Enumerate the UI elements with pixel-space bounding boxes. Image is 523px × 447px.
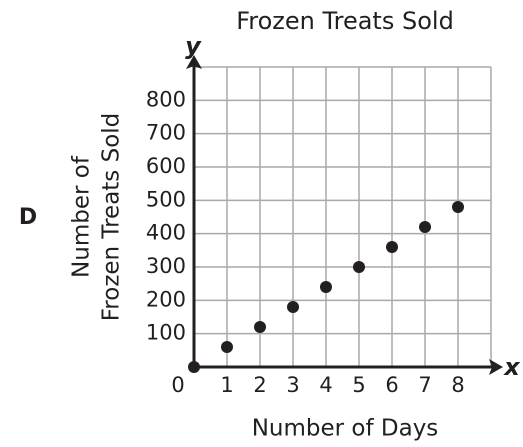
point (221, 341, 233, 353)
y-tick-label: 100 (146, 321, 186, 345)
y-axis-letter: y (185, 32, 202, 60)
x-tick-label: 7 (418, 373, 431, 397)
x-tick-label: 8 (451, 373, 464, 397)
point (452, 201, 464, 213)
x-tick-label: 5 (352, 373, 365, 397)
y-tick-label: 200 (146, 287, 186, 311)
x-tick-label: 0 (171, 373, 184, 397)
y-tick-label: 300 (146, 254, 186, 278)
point (254, 321, 266, 333)
y-axis-label-line: Number of (69, 155, 95, 278)
y-tick-label: 600 (146, 154, 186, 178)
y-axis-label: Number of Frozen Treats Sold (69, 113, 125, 322)
x-tick-label: 4 (319, 373, 332, 397)
y-axis-arrow (186, 55, 202, 69)
point (353, 261, 365, 273)
x-tick-label: 3 (286, 373, 299, 397)
y-tick-label: 800 (146, 87, 186, 111)
y-tick-label: 700 (146, 121, 186, 145)
x-tick-label: 1 (220, 373, 233, 397)
point (320, 281, 332, 293)
point (419, 221, 431, 233)
x-tick-label: 6 (385, 373, 398, 397)
chart-title: Frozen Treats Sold (236, 7, 454, 35)
y-tick-label: 400 (146, 221, 186, 245)
x-axis-label: Number of Days (252, 416, 439, 442)
x-axis-letter: x (503, 353, 521, 381)
point (188, 361, 200, 373)
point (287, 301, 299, 313)
x-tick-label: 2 (253, 373, 266, 397)
y-axis-label-line: Frozen Treats Sold (99, 113, 125, 322)
y-tick-label: 500 (146, 187, 186, 211)
option-label: D (19, 205, 37, 230)
x-axis-arrow (489, 359, 503, 375)
point (386, 241, 398, 253)
